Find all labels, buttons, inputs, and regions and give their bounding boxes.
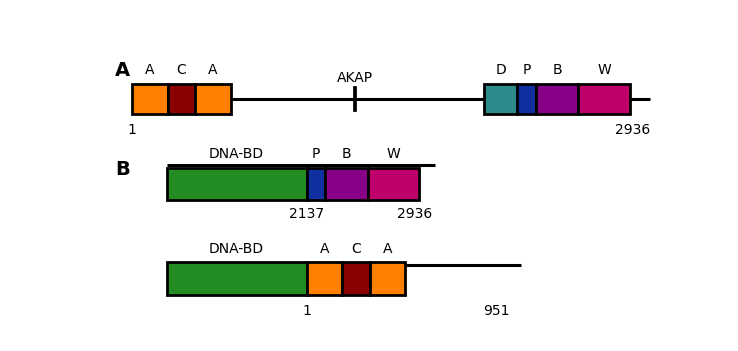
Text: AKAP: AKAP — [337, 71, 373, 85]
Text: 951: 951 — [483, 304, 510, 318]
Text: B: B — [552, 63, 562, 77]
Text: 2936: 2936 — [397, 207, 432, 221]
Text: A: A — [115, 61, 130, 80]
Text: 2936: 2936 — [615, 123, 650, 137]
Text: C: C — [176, 63, 187, 77]
Bar — [167, 263, 307, 295]
Text: DNA-BD: DNA-BD — [209, 147, 264, 161]
Bar — [368, 168, 419, 200]
Text: 1: 1 — [303, 304, 311, 318]
Text: B: B — [342, 147, 351, 161]
Text: A: A — [382, 241, 392, 256]
Text: W: W — [597, 63, 611, 77]
Text: B: B — [115, 160, 130, 179]
Text: 1: 1 — [128, 123, 137, 137]
Text: D: D — [495, 63, 506, 77]
Bar — [342, 263, 370, 295]
Bar — [307, 263, 342, 295]
Text: P: P — [311, 147, 320, 161]
Text: 2137: 2137 — [289, 207, 324, 221]
Text: C: C — [351, 241, 361, 256]
Bar — [370, 263, 405, 295]
Text: P: P — [523, 63, 531, 77]
Bar — [517, 84, 536, 114]
Text: A: A — [320, 241, 329, 256]
Bar — [132, 84, 168, 114]
Bar — [484, 84, 517, 114]
Bar — [579, 84, 630, 114]
Bar — [307, 168, 325, 200]
Text: W: W — [387, 147, 401, 161]
Bar — [167, 168, 307, 200]
Bar — [168, 84, 195, 114]
Bar — [195, 84, 231, 114]
Text: DNA-BD: DNA-BD — [209, 241, 264, 256]
Bar — [325, 168, 368, 200]
Bar — [536, 84, 579, 114]
Text: A: A — [145, 63, 155, 77]
Text: A: A — [208, 63, 218, 77]
